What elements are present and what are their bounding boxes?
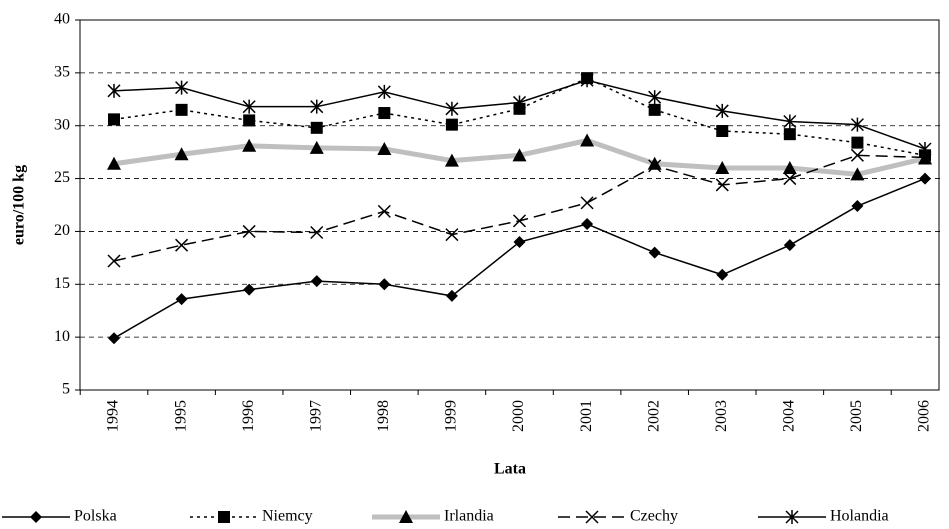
marker — [716, 125, 729, 137]
marker — [783, 239, 796, 252]
marker — [783, 128, 796, 141]
x-tick-label: 1999 — [443, 400, 460, 432]
y-axis-title: euro/100 kg — [11, 165, 28, 245]
marker — [377, 84, 391, 99]
marker — [107, 83, 121, 98]
marker — [851, 200, 864, 213]
marker — [310, 121, 323, 134]
marker — [175, 103, 188, 116]
legend-label: Holandia — [830, 508, 889, 525]
marker — [783, 172, 797, 186]
marker — [785, 510, 799, 524]
series-line — [113, 77, 926, 157]
marker — [445, 228, 459, 242]
marker — [445, 101, 459, 116]
x-tick-label: 2006 — [916, 400, 933, 432]
marker — [377, 141, 392, 155]
marker — [513, 236, 526, 248]
y-tick-label: 30 — [54, 116, 70, 133]
marker — [242, 99, 256, 114]
marker — [716, 268, 729, 281]
marker — [378, 278, 391, 291]
marker — [850, 167, 865, 181]
marker — [851, 136, 864, 149]
legend-label: Irlandia — [444, 508, 494, 525]
marker — [243, 114, 256, 127]
marker — [445, 289, 458, 302]
marker — [648, 159, 662, 173]
x-tick-label: 1996 — [240, 400, 257, 432]
marker — [377, 204, 391, 218]
marker — [580, 196, 594, 210]
marker — [850, 117, 864, 132]
y-tick-label: 20 — [54, 222, 70, 239]
marker — [782, 161, 797, 174]
marker — [242, 138, 257, 152]
x-tick-label: 1997 — [307, 400, 324, 432]
x-tick-label: 2000 — [510, 400, 527, 432]
y-tick-label: 40 — [54, 11, 70, 28]
marker — [107, 156, 121, 170]
marker — [715, 178, 729, 192]
y-tick-label: 10 — [54, 328, 70, 345]
marker — [585, 510, 599, 524]
legend-label: Polska — [74, 508, 117, 525]
marker — [580, 133, 595, 147]
y-tick-label: 35 — [54, 64, 70, 81]
marker — [919, 172, 931, 185]
marker — [310, 225, 324, 240]
legend-label: Czechy — [630, 508, 678, 525]
marker — [309, 140, 324, 154]
marker — [242, 224, 256, 238]
x-axis-title: Lata — [494, 461, 526, 478]
x-tick-label: 2004 — [781, 400, 798, 432]
marker — [175, 80, 189, 95]
marker — [581, 218, 594, 231]
marker — [648, 246, 661, 259]
marker — [648, 90, 662, 105]
marker — [715, 161, 730, 174]
marker — [174, 147, 189, 161]
marker — [648, 103, 661, 116]
plot-frame — [79, 19, 940, 391]
marker — [310, 275, 323, 288]
y-tick-label: 5 — [62, 381, 70, 398]
marker — [580, 73, 594, 88]
x-tick-label: 1994 — [105, 400, 122, 432]
x-tick-label: 1995 — [172, 400, 189, 432]
marker — [783, 114, 797, 129]
marker — [30, 511, 42, 523]
x-tick-label: 2001 — [578, 400, 595, 432]
y-tick-label: 25 — [54, 169, 70, 186]
marker — [243, 283, 256, 296]
marker — [444, 153, 459, 167]
series-line — [113, 177, 926, 339]
marker — [918, 141, 932, 156]
x-tick-label: 2003 — [713, 400, 730, 432]
marker — [850, 148, 864, 162]
x-tick-label: 1998 — [375, 400, 392, 432]
marker — [310, 99, 324, 114]
marker — [107, 254, 121, 268]
marker — [715, 103, 729, 118]
y-tick-label: 15 — [54, 275, 70, 292]
marker — [512, 148, 527, 162]
marker — [512, 95, 527, 110]
marker — [445, 118, 458, 131]
x-tick-label: 2002 — [645, 400, 662, 432]
x-tick-label: 2005 — [848, 400, 865, 432]
marker — [108, 113, 120, 126]
marker — [108, 332, 120, 345]
marker — [175, 293, 188, 306]
legend-label: Niemcy — [262, 508, 313, 525]
marker — [175, 238, 189, 252]
marker — [378, 107, 391, 120]
marker — [218, 511, 230, 523]
marker — [512, 214, 527, 228]
marker — [399, 510, 413, 523]
